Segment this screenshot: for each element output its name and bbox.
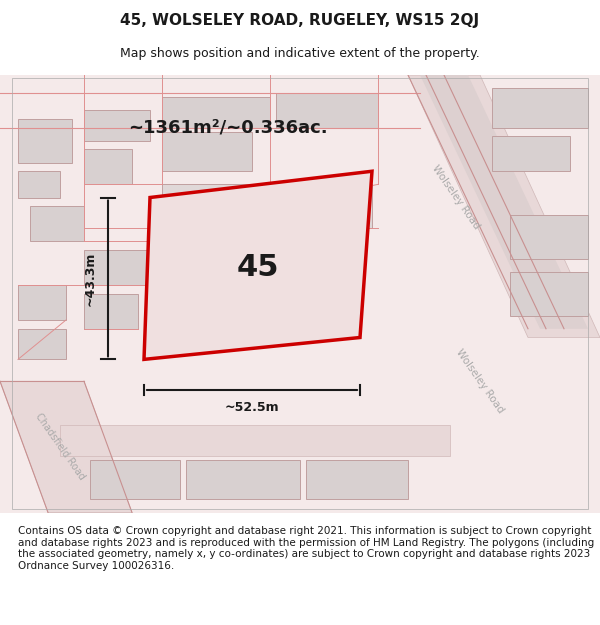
Polygon shape <box>408 75 600 338</box>
Polygon shape <box>18 171 60 198</box>
Text: ~43.3m: ~43.3m <box>83 251 97 306</box>
Polygon shape <box>0 381 132 512</box>
Text: Wolseley Road: Wolseley Road <box>430 164 482 231</box>
Polygon shape <box>276 184 372 228</box>
Polygon shape <box>510 272 588 316</box>
Polygon shape <box>18 329 66 359</box>
Polygon shape <box>84 149 132 184</box>
Polygon shape <box>162 97 270 128</box>
Polygon shape <box>162 184 270 228</box>
Polygon shape <box>84 250 150 285</box>
Polygon shape <box>420 75 588 329</box>
Polygon shape <box>162 132 252 171</box>
Polygon shape <box>186 460 300 499</box>
Text: Chadsfield Road: Chadsfield Road <box>33 412 87 482</box>
Text: ~52.5m: ~52.5m <box>224 401 280 414</box>
Polygon shape <box>144 171 372 359</box>
Polygon shape <box>198 241 270 294</box>
Text: 45, WOLSELEY ROAD, RUGELEY, WS15 2QJ: 45, WOLSELEY ROAD, RUGELEY, WS15 2QJ <box>121 14 479 29</box>
Polygon shape <box>492 136 570 171</box>
Text: 45: 45 <box>237 253 279 282</box>
Polygon shape <box>18 119 72 162</box>
Polygon shape <box>84 294 138 329</box>
Text: Contains OS data © Crown copyright and database right 2021. This information is : Contains OS data © Crown copyright and d… <box>18 526 594 571</box>
Text: Map shows position and indicative extent of the property.: Map shows position and indicative extent… <box>120 48 480 61</box>
Text: ~1361m²/~0.336ac.: ~1361m²/~0.336ac. <box>128 119 328 136</box>
Polygon shape <box>18 285 66 320</box>
Polygon shape <box>30 206 84 241</box>
Polygon shape <box>60 425 450 456</box>
Polygon shape <box>84 110 150 141</box>
Polygon shape <box>510 215 588 259</box>
Polygon shape <box>306 460 408 499</box>
Polygon shape <box>276 92 378 128</box>
Text: Wolseley Road: Wolseley Road <box>454 348 506 415</box>
Polygon shape <box>90 460 180 499</box>
Polygon shape <box>492 88 588 127</box>
